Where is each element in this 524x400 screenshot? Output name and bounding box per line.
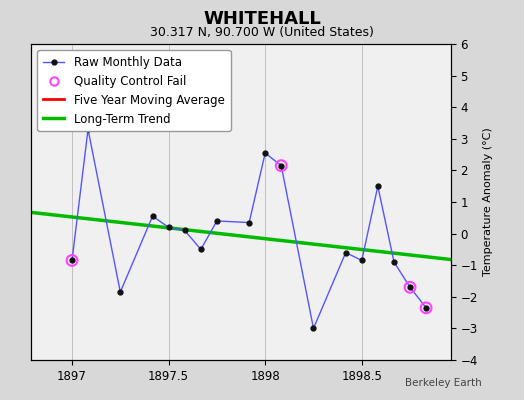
Legend: Raw Monthly Data, Quality Control Fail, Five Year Moving Average, Long-Term Tren: Raw Monthly Data, Quality Control Fail, … xyxy=(37,50,231,132)
Point xyxy=(68,257,76,264)
Text: WHITEHALL: WHITEHALL xyxy=(203,10,321,28)
Point xyxy=(422,305,430,311)
Point xyxy=(277,162,286,169)
Text: 30.317 N, 90.700 W (United States): 30.317 N, 90.700 W (United States) xyxy=(150,26,374,39)
Y-axis label: Temperature Anomaly (°C): Temperature Anomaly (°C) xyxy=(483,128,493,276)
Point xyxy=(406,284,414,290)
Text: Berkeley Earth: Berkeley Earth xyxy=(406,378,482,388)
